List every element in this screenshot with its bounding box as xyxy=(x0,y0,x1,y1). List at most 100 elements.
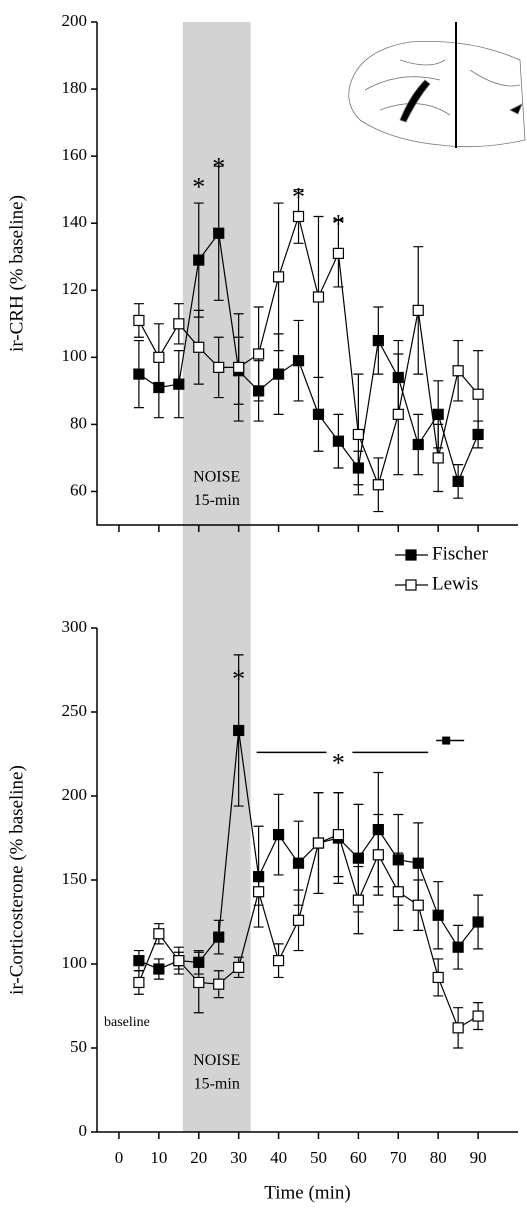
x-tick-label: 70 xyxy=(390,1148,407,1167)
significance-star: * xyxy=(292,183,305,212)
annotation: 15-min xyxy=(194,492,240,509)
data-point xyxy=(153,351,165,363)
significance-marker xyxy=(442,736,451,745)
significance-star: * xyxy=(332,210,345,239)
y-tick-label: 160 xyxy=(62,145,88,164)
y-tick-label: 100 xyxy=(62,953,88,972)
data-point xyxy=(173,318,185,330)
x-tick-label: 30 xyxy=(230,1148,247,1167)
data-point xyxy=(412,304,424,316)
data-point xyxy=(292,857,305,869)
data-point xyxy=(292,355,305,367)
data-point xyxy=(312,408,325,420)
data-point xyxy=(253,886,265,898)
data-point xyxy=(332,435,345,447)
data-point xyxy=(432,971,444,984)
data-point xyxy=(372,479,384,491)
data-point xyxy=(452,1022,464,1034)
axis xyxy=(96,22,518,526)
data-point xyxy=(193,254,205,266)
data-point xyxy=(432,408,444,420)
data-point xyxy=(372,334,384,347)
y-tick-label: 120 xyxy=(62,279,88,298)
x-tick-label: 60 xyxy=(350,1148,367,1167)
data-point xyxy=(133,368,145,380)
y-tick-label: 60 xyxy=(70,480,87,499)
significance-star: * xyxy=(332,749,345,778)
data-point xyxy=(432,452,444,464)
data-point xyxy=(272,829,285,841)
data-point xyxy=(452,475,464,488)
data-point xyxy=(292,914,305,926)
y-tick-label: 180 xyxy=(62,78,88,97)
legend-marker xyxy=(405,549,417,561)
significance-bar xyxy=(256,739,465,754)
y-tick-label: 250 xyxy=(62,701,88,720)
data-point xyxy=(233,724,245,737)
data-point xyxy=(472,1010,484,1022)
y-axis-label: ir-CRH (% baseline) xyxy=(6,195,27,352)
shade-layer xyxy=(182,22,251,1132)
noise-shade xyxy=(182,22,251,628)
data-point xyxy=(412,438,424,451)
data-point xyxy=(173,955,185,967)
data-point xyxy=(153,963,165,975)
data-point xyxy=(213,227,225,239)
x-tick-label: 20 xyxy=(190,1148,207,1167)
data-point xyxy=(213,931,225,943)
data-point xyxy=(272,271,285,283)
legend-marker xyxy=(405,579,417,591)
data-point xyxy=(133,955,145,967)
x-tick-label: 80 xyxy=(430,1148,447,1167)
data-point xyxy=(193,976,205,989)
data-point xyxy=(272,368,285,380)
axis xyxy=(96,628,518,1133)
data-point xyxy=(153,928,165,940)
x-tick-label: 10 xyxy=(150,1148,167,1167)
annotation: baseline xyxy=(104,1015,150,1030)
data-point xyxy=(472,388,484,400)
data-point xyxy=(173,378,185,390)
y-tick-label: 100 xyxy=(62,346,88,365)
y-tick-label: 300 xyxy=(62,617,88,636)
significance-star: * xyxy=(212,153,225,182)
x-tick-label: 0 xyxy=(115,1148,124,1167)
y-tick-label: 200 xyxy=(62,785,88,804)
data-point xyxy=(193,341,205,353)
data-point xyxy=(233,961,245,973)
data-point xyxy=(332,247,345,259)
x-axis-label: Time (min) xyxy=(264,1182,350,1203)
data-point xyxy=(292,210,305,223)
data-point xyxy=(133,976,145,989)
data-point xyxy=(372,849,384,861)
data-point xyxy=(253,348,265,360)
data-point xyxy=(213,978,225,990)
data-point xyxy=(133,314,145,327)
y-tick-label: 0 xyxy=(79,1121,88,1140)
data-point xyxy=(352,428,364,441)
data-point xyxy=(352,852,364,864)
data-point xyxy=(312,291,325,303)
data-point xyxy=(452,941,464,953)
brain-sketch xyxy=(348,22,526,148)
data-point xyxy=(392,886,404,898)
x-tick-label: 50 xyxy=(310,1148,327,1167)
data-point xyxy=(332,829,345,841)
data-point xyxy=(392,408,404,420)
data-point xyxy=(412,857,424,869)
y-tick-label: 50 xyxy=(70,1037,87,1056)
data-point xyxy=(412,899,424,911)
annotation: NOISE xyxy=(193,1052,240,1069)
data-point xyxy=(213,361,225,373)
y-axis-label: ir-Corticosterone (% baseline) xyxy=(6,765,27,995)
x-tick-label: 90 xyxy=(470,1148,487,1167)
legend-label: Lewis xyxy=(432,573,478,594)
y-tick-label: 150 xyxy=(62,869,88,888)
data-point xyxy=(233,361,245,373)
data-point xyxy=(272,955,285,967)
data-point xyxy=(312,837,325,849)
y-tick-label: 80 xyxy=(70,413,87,432)
data-point xyxy=(472,916,484,928)
y-tick-label: 140 xyxy=(62,212,88,231)
